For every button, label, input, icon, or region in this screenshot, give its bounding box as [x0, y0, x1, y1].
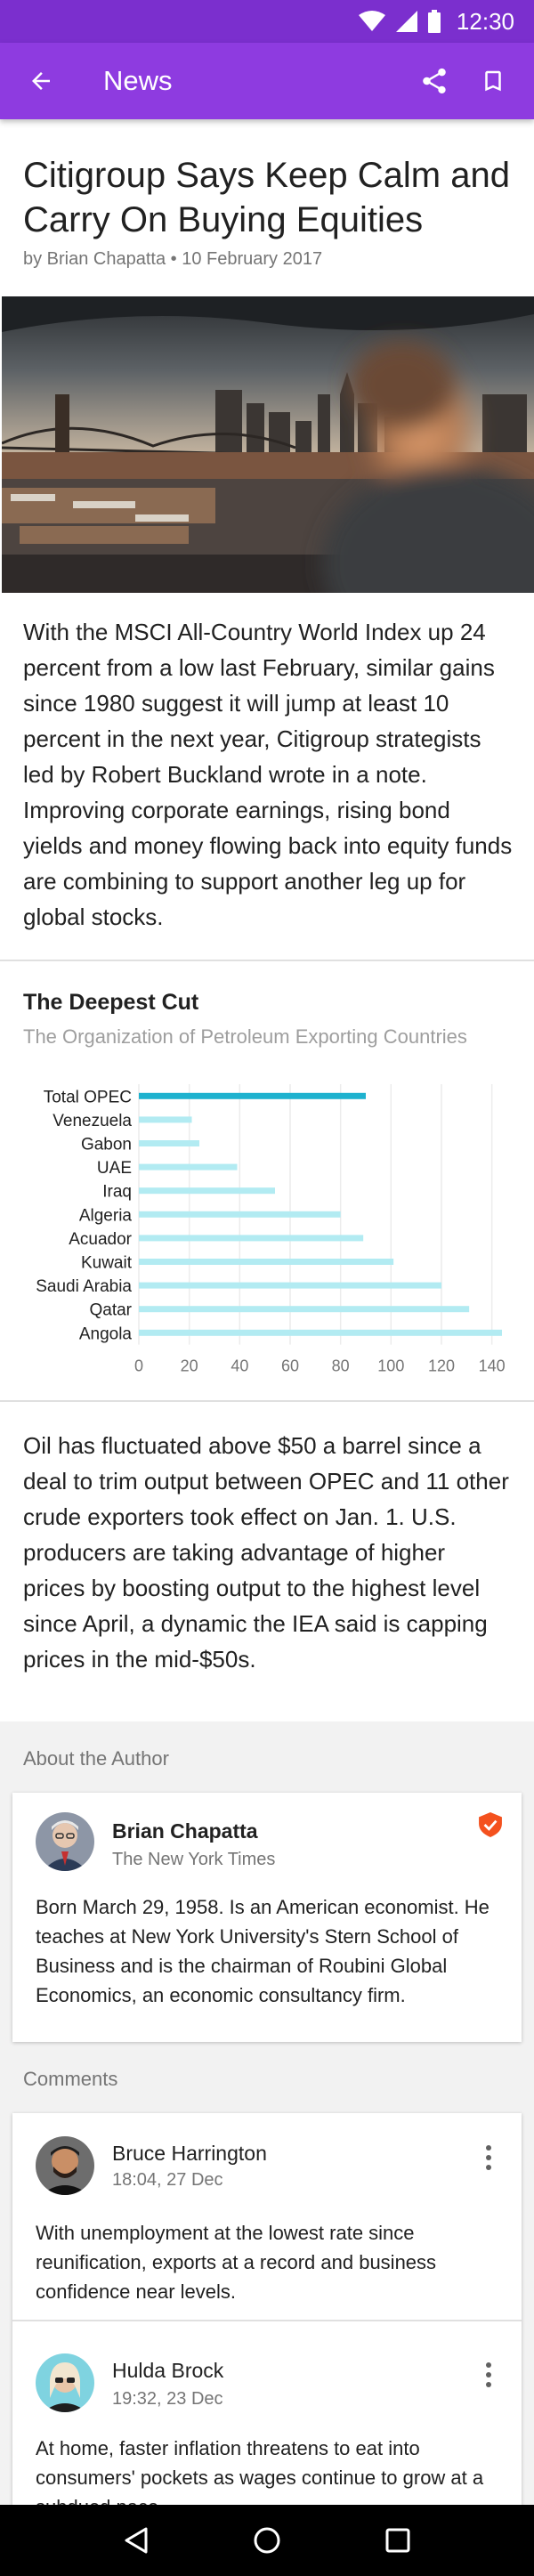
chart-tick-label: 20: [181, 1357, 198, 1375]
status-time: 12:30: [456, 7, 514, 35]
wifi-icon: [358, 11, 385, 31]
author-affiliation: The New York Times: [112, 1850, 276, 1869]
comment-time: 18:04, 27 Dec: [112, 2170, 223, 2190]
chart-tick-label: 140: [479, 1357, 506, 1375]
nav-home-icon: [254, 2527, 280, 2554]
chart-bar: [139, 1092, 366, 1099]
chart-bar: [139, 1306, 470, 1313]
verified-shield-icon: [479, 1812, 502, 1837]
app-bar: News: [0, 43, 534, 119]
author-bio: Born March 29, 1958. Is an American econ…: [36, 1896, 490, 2006]
article-byline: by Brian Chapatta • 10 February 2017: [23, 249, 323, 269]
commenter-name[interactable]: Hulda Brock: [112, 2359, 224, 2382]
divider: [0, 1400, 534, 1402]
author-name[interactable]: Brian Chapatta: [112, 1819, 258, 1843]
arrow-back-icon: [32, 72, 50, 90]
back-button[interactable]: [20, 60, 62, 102]
commenter-avatar[interactable]: [36, 2353, 94, 2412]
hero-image: [2, 296, 534, 593]
chart-subtitle: The Organization of Petroleum Exporting …: [23, 1025, 467, 1048]
chart-bar: [139, 1235, 364, 1242]
article-paragraph-1: With the MSCI All-Country World Index up…: [23, 619, 513, 930]
bookmark-button[interactable]: [472, 60, 514, 102]
nav-recents-icon: [385, 2528, 410, 2553]
chart-tick-label: 0: [134, 1357, 143, 1375]
battery-icon: [427, 10, 441, 33]
more-vert-icon: [486, 2145, 491, 2151]
chart-category-label: Saudi Arabia: [36, 1277, 132, 1296]
chart-bar: [139, 1187, 275, 1195]
chart-bar: [139, 1329, 502, 1336]
share-icon: [423, 68, 446, 94]
divider: [0, 960, 534, 961]
nav-recents-button[interactable]: [371, 2514, 425, 2567]
chart-bar: [139, 1116, 192, 1123]
chart-category-label: Gabon: [81, 1136, 132, 1154]
about-author-label: About the Author: [23, 1747, 169, 1770]
chart-title: The Deepest Cut: [23, 990, 199, 1015]
comments-label: Comments: [23, 2068, 118, 2090]
chart-tick-label: 100: [377, 1357, 404, 1375]
chart-category-label: Venezuela: [53, 1112, 132, 1130]
bar-chart: Total OPEC Venezuela Gabon UAE Iraq Algeria Ac…: [36, 1084, 506, 1375]
chart-tick-label: 80: [332, 1357, 350, 1375]
status-bar: 12:30: [0, 0, 534, 43]
more-options-button[interactable]: [475, 2357, 502, 2393]
comment-text: With unemployment at the lowest rate sin…: [36, 2222, 437, 2303]
chart-bar: [139, 1140, 199, 1146]
article-paragraph-2: Oil has fluctuated above $50 a barrel si…: [23, 1432, 509, 1673]
app-bar-title: News: [103, 65, 173, 96]
share-button[interactable]: [413, 60, 456, 102]
author-avatar[interactable]: [36, 1812, 94, 1871]
chart-category-label: Acuador: [69, 1230, 132, 1249]
nav-back-icon: [125, 2527, 148, 2554]
chart-tick-label: 60: [281, 1357, 299, 1375]
chart-bar: [139, 1211, 341, 1218]
system-nav-bar: [0, 2505, 534, 2576]
chart-tick-label: 40: [231, 1357, 248, 1375]
chart-category-label: Iraq: [102, 1183, 132, 1202]
more-options-button[interactable]: [475, 2140, 502, 2175]
nav-home-button[interactable]: [240, 2514, 294, 2567]
chart-category-label: Kuwait: [81, 1254, 133, 1273]
chart-bar: [139, 1163, 238, 1171]
commenter-avatar[interactable]: [36, 2136, 94, 2195]
chart-category-label: Angola: [79, 1324, 133, 1343]
chart-tick-label: 120: [428, 1357, 455, 1375]
nav-back-button[interactable]: [109, 2514, 163, 2567]
chart-category-label: Algeria: [79, 1206, 133, 1225]
chart-bar: [139, 1282, 441, 1289]
comments-card: Bruce Harrington 18:04, 27 Dec With unem…: [12, 2113, 522, 2523]
bookmark-icon: [485, 70, 501, 92]
chart-category-label: Total OPEC: [44, 1088, 132, 1106]
author-card: Brian Chapatta The New York Times Born M…: [12, 1793, 522, 2042]
chart-category-label: UAE: [97, 1159, 132, 1178]
more-vert-icon: [486, 2362, 491, 2368]
chart-bar: [139, 1259, 394, 1265]
chart-category-label: Qatar: [89, 1301, 132, 1320]
article-title: Citigroup Says Keep Calm and Carry On Bu…: [23, 156, 510, 239]
comment-time: 19:32, 23 Dec: [112, 2389, 223, 2409]
divider: [12, 2320, 522, 2321]
commenter-name[interactable]: Bruce Harrington: [112, 2142, 267, 2165]
cellular-signal-icon: [395, 11, 417, 32]
